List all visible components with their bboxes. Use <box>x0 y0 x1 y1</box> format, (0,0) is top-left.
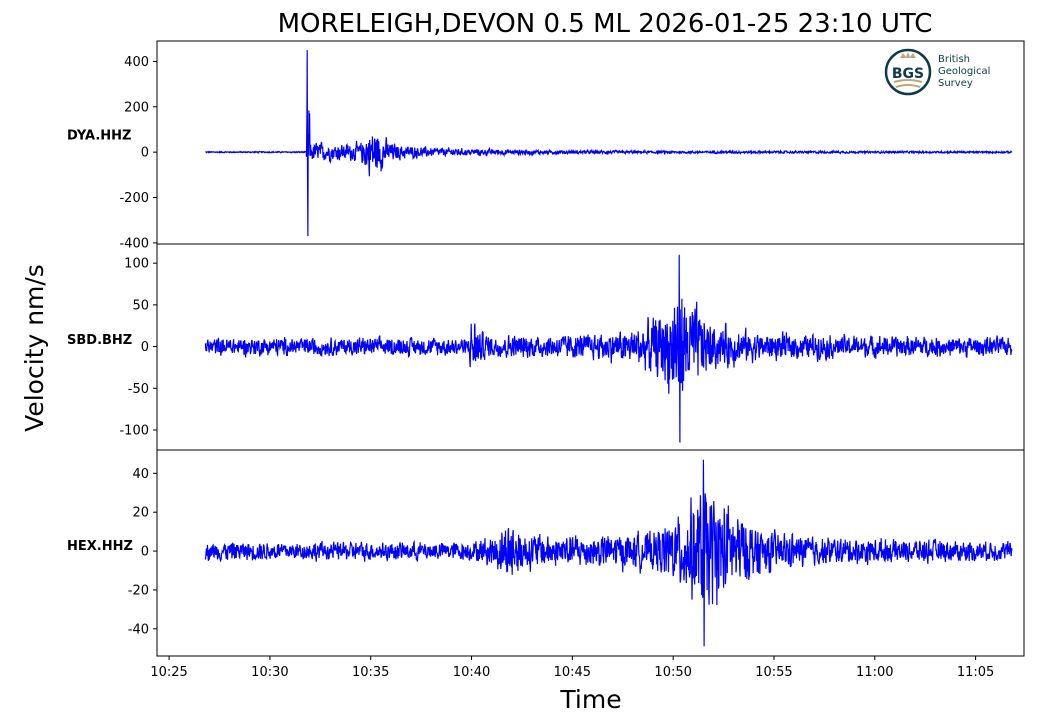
waveform-sbd-bhz <box>204 254 1013 443</box>
station-label: DYA.HHZ <box>67 129 131 144</box>
bgs-logo: BGS British Geological Survey <box>884 48 990 96</box>
y-tick-label: 100 <box>124 257 149 272</box>
x-tick-label: 11:00 <box>856 665 893 680</box>
y-axis-label: Velocity nm/s <box>20 264 49 432</box>
y-tick-label: -400 <box>119 236 149 251</box>
y-tick-label: 40 <box>132 467 149 482</box>
x-tick-label: 10:40 <box>453 665 490 680</box>
logo-line3: Survey <box>938 78 973 89</box>
x-tick-label: 10:30 <box>251 665 288 680</box>
y-tick-label: 20 <box>132 506 149 521</box>
x-tick-label: 10:35 <box>352 665 389 680</box>
x-tick-label: 10:25 <box>150 665 187 680</box>
waveform-hex-hhz <box>204 459 1013 647</box>
y-tick-label: -20 <box>128 583 149 598</box>
logo-line1: British <box>938 54 970 65</box>
x-tick-label: 11:05 <box>957 665 994 680</box>
station-label: HEX.HHZ <box>67 539 133 554</box>
x-tick-label: 10:45 <box>554 665 591 680</box>
panel-sbd-bhz: SBD.BHZ 100 50 0 -50 -100 <box>67 243 1025 451</box>
y-tick-label: -200 <box>119 191 149 206</box>
y-tick-label: -100 <box>119 423 149 438</box>
y-tick-label: 200 <box>124 100 149 115</box>
logo-line2: Geological <box>938 66 990 77</box>
y-tick-label: 0 <box>141 146 149 161</box>
panel-dya-hhz: DYA.HHZ 400 200 0 -200 -400 <box>67 40 1025 251</box>
station-label: SBD.BHZ <box>67 333 132 348</box>
y-tick-label: -40 <box>128 622 149 637</box>
panel-frame <box>156 449 1025 657</box>
panel-hex-hhz: HEX.HHZ 40 20 0 -20 -40 <box>67 449 1025 657</box>
y-tick-label: 400 <box>124 55 149 70</box>
logo-abbr: BGS <box>892 66 924 82</box>
y-tick-label: 0 <box>141 340 149 355</box>
y-tick-label: -50 <box>128 382 149 397</box>
x-axis-label: Time <box>559 685 621 714</box>
x-tick-label: 10:55 <box>755 665 792 680</box>
y-tick-label: 0 <box>141 545 149 560</box>
y-tick-label: 50 <box>132 298 149 313</box>
x-tick-label: 10:50 <box>654 665 691 680</box>
waveform-dya-hhz <box>205 50 1013 237</box>
chart-title: MORELEIGH,DEVON 0.5 ML 2026-01-25 23:10 … <box>278 9 933 39</box>
